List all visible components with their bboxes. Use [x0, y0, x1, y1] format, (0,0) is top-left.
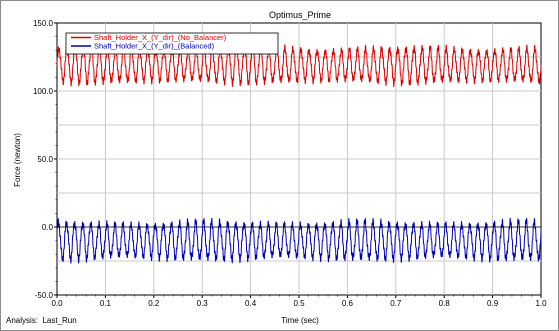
y-tick-label: 150.0 — [33, 19, 54, 28]
x-axis: 0.0 0.1 0.2 0.3 0.4 0.5 0.6 0.7 0.8 0.9 1.0 — [51, 295, 547, 308]
y-tick-label: 50.0 — [37, 155, 53, 164]
series-line — [56, 217, 542, 264]
legend: Shaft_Holder_X_(Y_dir)_(No_Balancer)Shaf… — [65, 32, 279, 55]
x-tick-label: 1.0 — [535, 299, 547, 308]
chart-title: Optimus_Prime — [269, 10, 331, 20]
y-tick-label: -50.0 — [35, 291, 54, 300]
x-tick-label: 0.9 — [487, 299, 499, 308]
y-axis: -50.0 0.0 50.0 100.0 150.0 — [33, 19, 57, 300]
x-tick-label: 0.5 — [293, 299, 305, 308]
series-layer — [56, 43, 542, 264]
y-tick-label: 100.0 — [33, 87, 54, 96]
legend-label: Shaft_Holder_X_(Y_dir)_(No_Balancer) — [94, 33, 227, 42]
x-tick-label: 0.7 — [390, 299, 402, 308]
legend-label: Shaft_Holder_X_(Y_dir)_(Balanced) — [94, 42, 215, 51]
x-tick-label: 0.1 — [100, 299, 112, 308]
y-tick-label: 0.0 — [42, 223, 54, 232]
x-tick-label: 0.8 — [439, 299, 451, 308]
series-line — [56, 43, 542, 88]
legend-box — [65, 32, 279, 55]
analysis-label: Analysis: Last_Run — [6, 316, 77, 325]
x-axis-label: Time (sec) — [281, 316, 319, 325]
x-tick-label: 0.4 — [245, 299, 257, 308]
x-tick-label: 0.0 — [51, 299, 63, 308]
x-tick-label: 0.2 — [148, 299, 160, 308]
x-tick-label: 0.6 — [342, 299, 354, 308]
y-axis-label: Force (newton) — [13, 133, 22, 187]
x-tick-label: 0.3 — [197, 299, 209, 308]
